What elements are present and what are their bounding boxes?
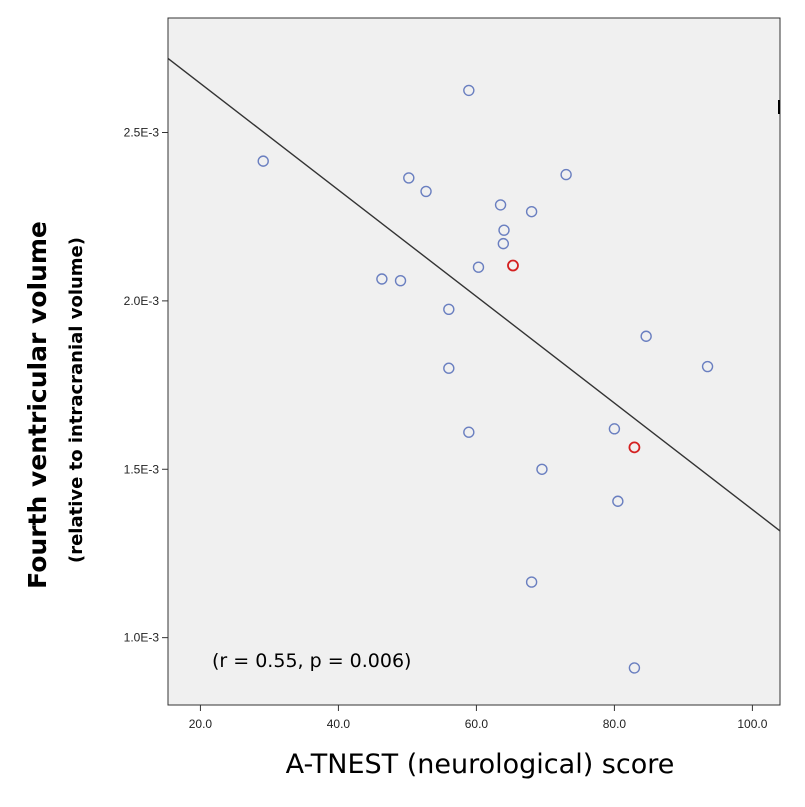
data-point <box>560 168 572 181</box>
plot-area <box>167 17 781 706</box>
y-tick-label: 1.0E-3 <box>124 631 160 645</box>
data-point <box>612 495 624 507</box>
x-tick-label: 100.0 <box>737 717 767 731</box>
data-points <box>257 84 714 674</box>
highlighted-point <box>507 259 519 272</box>
data-point <box>525 205 538 218</box>
data-point <box>443 303 455 316</box>
data-point <box>472 261 485 273</box>
regression-line-group <box>167 57 781 532</box>
x-tick-label: 20.0 <box>189 717 213 731</box>
regression-line <box>167 57 781 532</box>
data-point <box>498 224 510 236</box>
y-axis-label: Fourth ventricular volume <box>23 221 52 589</box>
data-point <box>701 360 714 373</box>
data-point <box>420 185 432 198</box>
correlation-annotation: (r = 0.55, p = 0.006) <box>212 650 411 672</box>
data-point <box>628 662 641 674</box>
data-point <box>463 426 475 438</box>
data-point <box>536 463 548 475</box>
data-point <box>608 423 621 435</box>
data-point <box>376 273 388 285</box>
data-point <box>257 155 269 167</box>
data-point <box>463 84 475 97</box>
x-axis: 20.0 40.0 60.0 80.0 100.0 <box>189 705 768 731</box>
data-point <box>525 576 538 588</box>
x-axis-label: A-TNEST (neurological) score <box>286 749 675 780</box>
data-point <box>640 330 652 342</box>
y-tick-label: 2.5E-3 <box>124 126 160 140</box>
x-tick-label: 80.0 <box>603 717 627 731</box>
y-axis: 1.0E-3 1.5E-3 2.0E-3 2.5E-3 <box>124 126 168 645</box>
data-point <box>494 199 507 211</box>
y-tick-label: 2.0E-3 <box>124 294 160 308</box>
x-tick-label: 60.0 <box>465 717 489 731</box>
data-point <box>394 274 407 287</box>
y-axis-sublabel: (relative to intracranial volume) <box>66 237 87 563</box>
data-point <box>403 172 415 184</box>
data-point <box>443 362 455 374</box>
data-point <box>497 237 510 250</box>
y-tick-label: 1.5E-3 <box>124 462 160 476</box>
x-tick-label: 40.0 <box>327 717 351 731</box>
highlighted-point <box>628 441 641 454</box>
